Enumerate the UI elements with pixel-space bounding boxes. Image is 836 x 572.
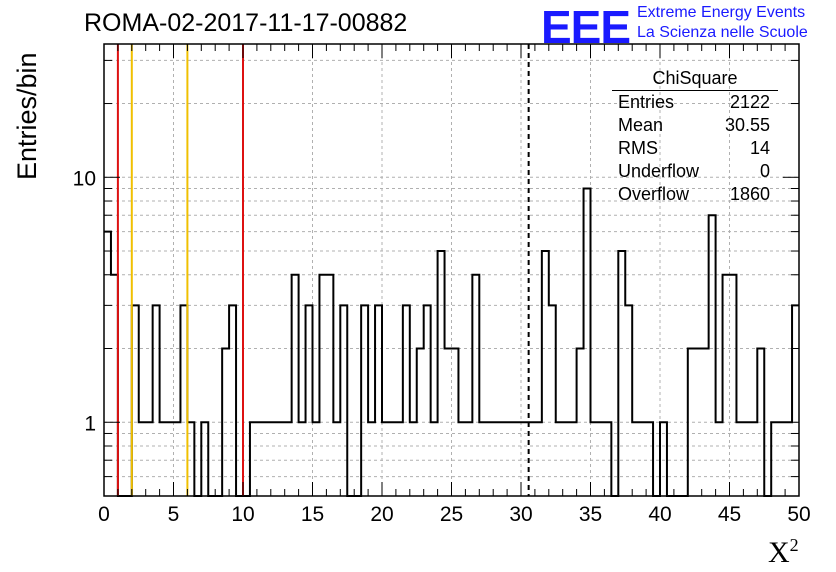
stats-label: Overflow xyxy=(618,184,690,204)
stats-title: ChiSquare xyxy=(652,68,738,88)
x-axis-label-sup: 2 xyxy=(789,535,799,555)
stats-row: Underflow 0 xyxy=(618,161,770,184)
stats-value: 14 xyxy=(749,138,770,158)
stats-row: Entries 2122 xyxy=(618,92,770,115)
stats-row: Overflow 1860 xyxy=(618,184,770,207)
stats-row: Mean 30.55 xyxy=(618,115,770,138)
logo-subtitle-2: La Scienza nelle Scuole xyxy=(637,24,808,41)
stats-divider xyxy=(612,90,778,91)
x-tick-label: 30 xyxy=(509,503,532,526)
stats-label: Mean xyxy=(618,115,664,135)
x-axis-label-base: X xyxy=(768,536,790,569)
x-tick-label: 0 xyxy=(98,503,110,526)
x-axis-label: X2 xyxy=(768,535,799,570)
x-tick-label: 5 xyxy=(168,503,180,526)
x-tick-label: 40 xyxy=(648,503,671,526)
y-axis-label: Entries/bin xyxy=(12,52,42,180)
x-tick-label: 35 xyxy=(579,503,602,526)
stats-box: ChiSquare Entries 2122 Mean 30.55 RMS 14 Un… xyxy=(612,66,778,204)
stats-label: Underflow xyxy=(618,161,700,181)
logo-subtitle-1: Extreme Energy Events xyxy=(637,4,806,21)
x-tick-label: 20 xyxy=(370,503,393,526)
x-tick-label: 50 xyxy=(787,503,810,526)
x-tick-label: 15 xyxy=(301,503,324,526)
stats-label: Entries xyxy=(618,92,675,112)
page-title: ROMA-02-2017-11-17-00882 xyxy=(84,9,408,37)
stats-value: 1860 xyxy=(729,184,770,204)
y-tick-label: 1 xyxy=(84,412,96,435)
histogram-outline xyxy=(104,187,799,497)
x-tick-label: 45 xyxy=(718,503,741,526)
x-tick-label: 10 xyxy=(231,503,254,526)
stats-value: 0 xyxy=(759,161,770,181)
x-tick-label: 25 xyxy=(440,503,463,526)
stats-value: 30.55 xyxy=(724,115,770,135)
eee-logo: EEE xyxy=(541,1,631,53)
y-tick-label: 10 xyxy=(73,167,96,190)
stats-value: 2122 xyxy=(729,92,770,112)
stats-row: RMS 14 xyxy=(618,138,770,161)
stats-label: RMS xyxy=(618,138,658,158)
